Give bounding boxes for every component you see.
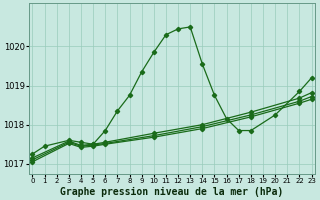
- X-axis label: Graphe pression niveau de la mer (hPa): Graphe pression niveau de la mer (hPa): [60, 186, 284, 197]
